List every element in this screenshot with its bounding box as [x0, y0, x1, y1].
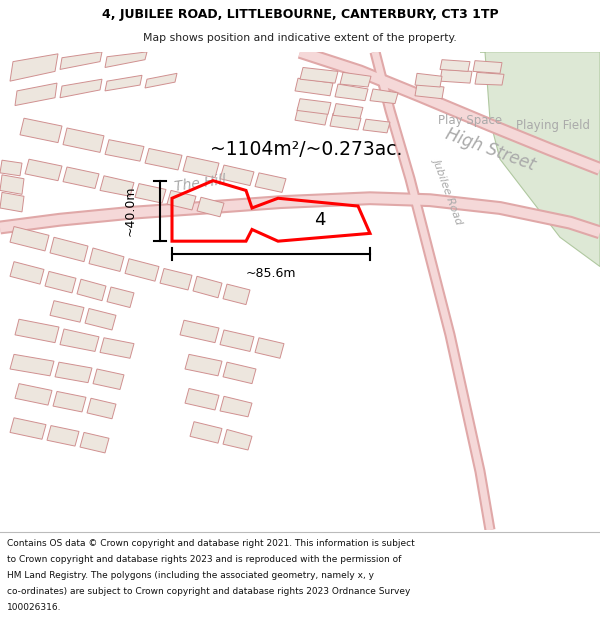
Polygon shape — [105, 52, 147, 68]
Polygon shape — [15, 384, 52, 405]
Polygon shape — [335, 84, 368, 101]
Polygon shape — [223, 284, 250, 304]
Polygon shape — [93, 369, 124, 389]
Polygon shape — [105, 140, 144, 161]
Polygon shape — [80, 432, 109, 453]
Polygon shape — [50, 301, 84, 322]
Polygon shape — [185, 389, 219, 410]
Polygon shape — [415, 84, 444, 99]
Polygon shape — [220, 396, 252, 417]
Polygon shape — [15, 83, 57, 106]
Polygon shape — [63, 128, 104, 152]
Polygon shape — [333, 104, 363, 118]
Polygon shape — [60, 329, 99, 351]
Text: The Hill: The Hill — [173, 173, 227, 194]
Polygon shape — [223, 362, 256, 384]
Polygon shape — [480, 52, 600, 266]
Polygon shape — [135, 184, 166, 203]
Text: 4, JUBILEE ROAD, LITTLEBOURNE, CANTERBURY, CT3 1TP: 4, JUBILEE ROAD, LITTLEBOURNE, CANTERBUR… — [101, 8, 499, 21]
Text: Contains OS data © Crown copyright and database right 2021. This information is : Contains OS data © Crown copyright and d… — [7, 539, 415, 549]
Polygon shape — [55, 362, 92, 382]
Polygon shape — [107, 287, 134, 308]
Polygon shape — [300, 68, 338, 83]
Polygon shape — [185, 354, 222, 376]
Text: Map shows position and indicative extent of the property.: Map shows position and indicative extent… — [143, 33, 457, 43]
Polygon shape — [223, 429, 252, 450]
Polygon shape — [87, 398, 116, 419]
Polygon shape — [220, 165, 254, 186]
Polygon shape — [145, 73, 177, 88]
Polygon shape — [473, 61, 502, 73]
Polygon shape — [220, 330, 254, 351]
Polygon shape — [180, 320, 219, 342]
Polygon shape — [193, 276, 222, 298]
Polygon shape — [45, 271, 76, 293]
Polygon shape — [10, 418, 46, 439]
Polygon shape — [10, 354, 54, 376]
Polygon shape — [125, 259, 159, 281]
Polygon shape — [89, 248, 124, 271]
Polygon shape — [20, 118, 62, 142]
Polygon shape — [10, 54, 58, 81]
Text: ~40.0m: ~40.0m — [124, 186, 137, 236]
Polygon shape — [15, 319, 59, 342]
Text: Playing Field: Playing Field — [516, 119, 590, 131]
Polygon shape — [190, 422, 222, 443]
Polygon shape — [255, 173, 286, 192]
Polygon shape — [255, 338, 284, 358]
Polygon shape — [100, 338, 134, 358]
Polygon shape — [25, 159, 62, 181]
Polygon shape — [47, 426, 79, 446]
Polygon shape — [100, 176, 134, 196]
Polygon shape — [475, 72, 504, 85]
Polygon shape — [297, 99, 331, 114]
Polygon shape — [330, 113, 361, 130]
Polygon shape — [60, 79, 102, 98]
Polygon shape — [295, 107, 328, 125]
Polygon shape — [53, 391, 86, 412]
Polygon shape — [85, 309, 116, 330]
Text: to Crown copyright and database rights 2023 and is reproduced with the permissio: to Crown copyright and database rights 2… — [7, 556, 401, 564]
Polygon shape — [160, 269, 192, 290]
Text: HM Land Registry. The polygons (including the associated geometry, namely x, y: HM Land Registry. The polygons (includin… — [7, 571, 374, 581]
Polygon shape — [145, 149, 182, 170]
Polygon shape — [77, 279, 106, 301]
Polygon shape — [440, 69, 472, 83]
Text: co-ordinates) are subject to Crown copyright and database rights 2023 Ordnance S: co-ordinates) are subject to Crown copyr… — [7, 588, 410, 596]
Text: Jubilee Road: Jubilee Road — [431, 156, 464, 225]
Polygon shape — [50, 238, 88, 262]
Polygon shape — [10, 226, 49, 251]
Text: Play Space: Play Space — [438, 114, 502, 127]
Polygon shape — [440, 59, 470, 71]
Polygon shape — [0, 192, 24, 212]
Polygon shape — [197, 198, 224, 217]
Text: High Street: High Street — [443, 125, 538, 174]
Polygon shape — [105, 75, 142, 91]
Text: ~85.6m: ~85.6m — [246, 266, 296, 279]
Polygon shape — [183, 156, 219, 178]
Polygon shape — [167, 191, 196, 210]
Polygon shape — [60, 52, 102, 69]
Polygon shape — [63, 167, 99, 189]
Polygon shape — [415, 73, 442, 87]
Polygon shape — [0, 160, 22, 176]
Polygon shape — [0, 175, 24, 194]
Polygon shape — [295, 78, 333, 96]
Text: 100026316.: 100026316. — [7, 603, 62, 612]
Polygon shape — [340, 72, 371, 87]
Polygon shape — [370, 89, 398, 104]
Polygon shape — [10, 262, 44, 284]
Text: ~1104m²/~0.273ac.: ~1104m²/~0.273ac. — [210, 140, 403, 159]
Polygon shape — [363, 119, 390, 133]
Text: 4: 4 — [314, 211, 326, 229]
